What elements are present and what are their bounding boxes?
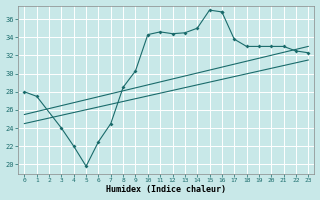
X-axis label: Humidex (Indice chaleur): Humidex (Indice chaleur) xyxy=(106,185,226,194)
